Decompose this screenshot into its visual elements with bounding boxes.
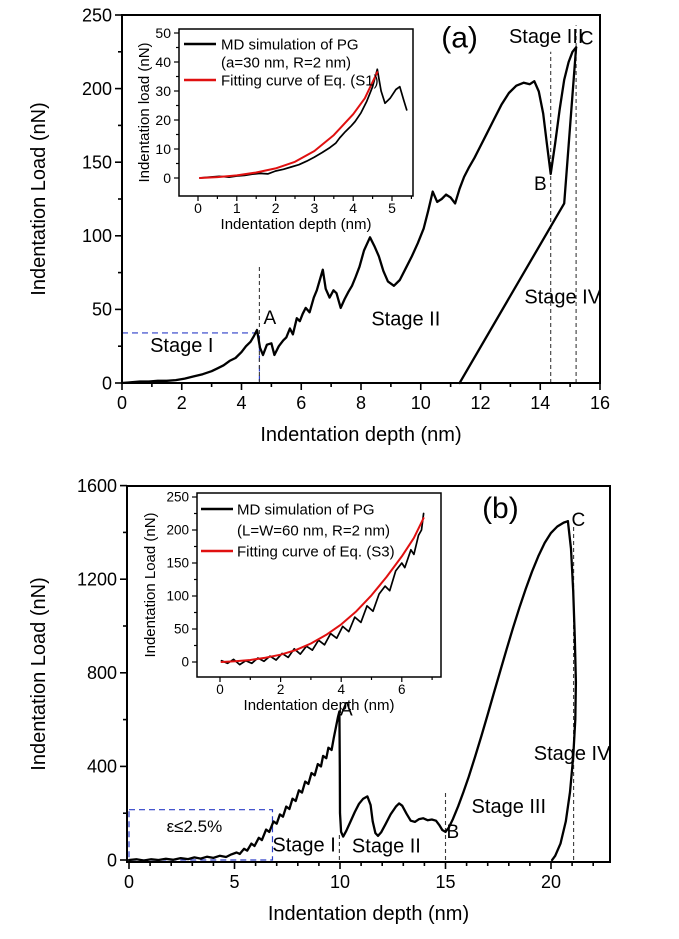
x-tick-label: 14 xyxy=(530,393,550,413)
axes-frame xyxy=(121,14,601,384)
annotation-stage-iv: Stage IV xyxy=(524,287,601,309)
y-tick-label: 0 xyxy=(107,850,117,870)
annotation-stage-ii: Stage II xyxy=(352,836,421,858)
x-tick-label: 4 xyxy=(349,200,357,216)
annotation-c: C xyxy=(572,510,586,531)
series-md-loading-curve xyxy=(120,46,578,385)
y-tick-label: 100 xyxy=(166,589,189,604)
y-tick-label: 150 xyxy=(82,153,112,173)
x-tick-label: 4 xyxy=(236,393,246,413)
legend-label: Fitting curve of Eq. (S3) xyxy=(237,543,395,560)
annotation-stage-i: Stage I xyxy=(272,835,335,857)
x-tick-label: 5 xyxy=(229,872,239,892)
axes-frame xyxy=(126,485,611,863)
annotation-c: C xyxy=(580,28,594,49)
series-md-loading-curve xyxy=(127,520,570,862)
y-tick-label: 1200 xyxy=(77,570,117,590)
series-md-simulation-of-pg-a-30-nm-r-2-nm xyxy=(199,68,408,179)
panel-a-chart: 0 2 4 6 8 10 12 14 16050100150200250Indentation … xyxy=(28,5,610,446)
y-tick-label: 0 xyxy=(102,373,112,393)
x-tick-label: 5 xyxy=(388,200,396,216)
series-fitting-curve-of-eq-s1 xyxy=(198,71,379,179)
x-tick-label: 6 xyxy=(398,682,406,697)
y-tick-label: 50 xyxy=(92,300,112,320)
x-tick-label: 20 xyxy=(541,872,561,892)
y-tick-label: 1600 xyxy=(77,476,117,496)
annotation-a: A xyxy=(264,308,277,329)
x-tick-label: 2 xyxy=(277,682,285,697)
y-tick-label: 30 xyxy=(155,83,171,99)
axes-frame xyxy=(196,492,442,678)
x-tick-label: 10 xyxy=(330,872,350,892)
annotation-stage-iii: Stage III xyxy=(509,26,584,48)
series-fitting-curve-of-eq-s3 xyxy=(220,517,425,663)
highlight-region-rect xyxy=(121,332,261,384)
y-tick-label: 20 xyxy=(155,112,171,128)
x-tick-label: 0 xyxy=(124,872,134,892)
x-tick-label: 2 xyxy=(177,393,187,413)
x-axis-title: Indentation depth (nm) xyxy=(221,216,372,233)
annotation-a: (a) xyxy=(441,21,478,54)
legend-label: MD simulation of PG xyxy=(237,501,375,518)
x-axis-title: Indentation depth (nm) xyxy=(260,424,461,446)
annotation-stage-i: Stage I xyxy=(150,335,213,357)
annotation-stage-iv: Stage IV xyxy=(534,743,611,765)
y-tick-label: 50 xyxy=(155,25,171,41)
y-axis-title: Indentation Load (nN) xyxy=(28,577,50,770)
y-tick-label: 0 xyxy=(181,655,189,670)
y-tick-label: 0 xyxy=(163,170,171,186)
x-tick-label: 6 xyxy=(296,393,306,413)
y-tick-label: 150 xyxy=(166,556,189,571)
annotation-b: (b) xyxy=(482,492,519,525)
legend-label: (a=30 nm, R=2 nm) xyxy=(221,54,351,71)
y-tick-label: 100 xyxy=(82,226,112,246)
axes-frame xyxy=(178,28,414,197)
y-tick-label: 400 xyxy=(87,757,117,777)
series-unloading-stage-iv xyxy=(458,46,578,385)
x-tick-label: 3 xyxy=(311,200,319,216)
x-tick-label: 16 xyxy=(590,393,610,413)
legend-label: (L=W=60 nm, R=2 nm) xyxy=(237,522,390,539)
x-axis-title: Indentation depth (nm) xyxy=(244,697,395,714)
annotation-a: A xyxy=(340,699,353,720)
legend-label: Fitting curve of Eq. (S1) xyxy=(221,72,379,89)
y-tick-label: 250 xyxy=(82,5,112,25)
y-axis-title: Indentation Load (nN) xyxy=(28,102,50,295)
annotation-b: B xyxy=(447,822,460,843)
annotation-stage-iii: Stage III xyxy=(472,796,547,818)
y-tick-label: 250 xyxy=(166,490,189,505)
x-tick-label: 0 xyxy=(194,200,202,216)
annotation-stage-ii: Stage II xyxy=(371,309,440,331)
x-tick-label: 8 xyxy=(356,393,366,413)
y-axis-title: Indentation load (nN) xyxy=(136,42,153,182)
annotation-2-5: ε≤2.5% xyxy=(167,817,223,836)
y-axis-title: Indentation Load (nN) xyxy=(142,512,159,657)
y-tick-label: 800 xyxy=(87,663,117,683)
x-tick-label: 12 xyxy=(470,393,490,413)
x-tick-label: 0 xyxy=(216,682,224,697)
legend-label: MD simulation of PG xyxy=(221,36,359,53)
y-tick-label: 10 xyxy=(155,141,171,157)
highlight-region-rect xyxy=(128,809,274,861)
x-axis-title: Indentation depth (nm) xyxy=(268,903,469,925)
y-tick-label: 40 xyxy=(155,54,171,70)
x-tick-label: 15 xyxy=(435,872,455,892)
y-tick-label: 50 xyxy=(174,622,189,637)
y-tick-label: 200 xyxy=(166,523,189,538)
x-tick-label: 1 xyxy=(233,200,241,216)
x-tick-label: 4 xyxy=(337,682,345,697)
y-tick-label: 200 xyxy=(82,79,112,99)
annotation-b: B xyxy=(534,174,547,195)
series-unloading-stage-iv xyxy=(550,520,578,862)
x-tick-label: 10 xyxy=(411,393,431,413)
x-tick-label: 0 xyxy=(117,393,127,413)
x-tick-label: 2 xyxy=(272,200,280,216)
